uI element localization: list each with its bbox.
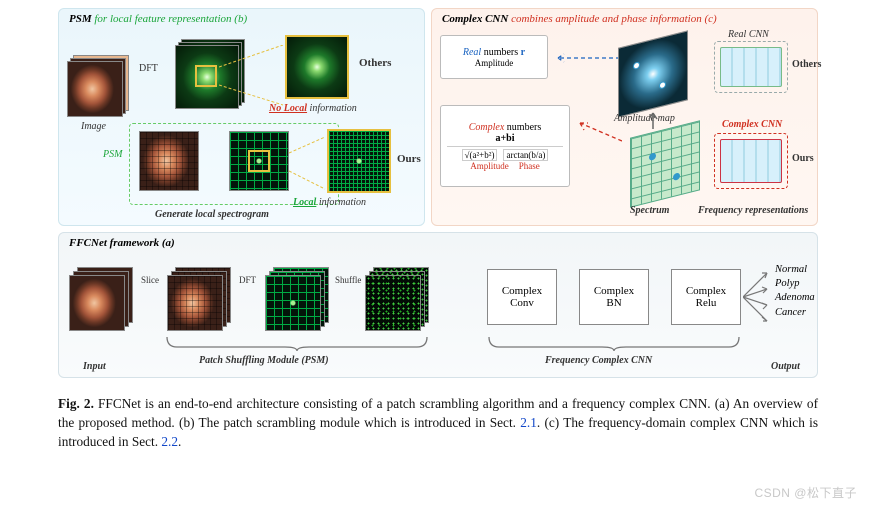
- figure-caption: Fig. 2. FFCNet is an end-to-end architec…: [58, 395, 818, 452]
- psm-nolocal-prefix: No Local: [269, 103, 307, 114]
- psm-others-label: Others: [359, 57, 391, 69]
- ccnn-real-r: r: [521, 47, 525, 58]
- ffc-output-list: Normal Polyp Adenoma Cancer: [775, 263, 815, 320]
- psm-nolocal: No Local information: [269, 103, 357, 114]
- op-relu-l1: Complex: [686, 285, 726, 297]
- ccnn-freqrepr-label: Frequency representations: [698, 205, 808, 216]
- bracket-icon: [165, 337, 429, 351]
- ffc-shuffle-label: Shuffle: [335, 275, 361, 285]
- ffc-out-0: Normal: [775, 263, 815, 277]
- psm-image-label: Image: [81, 121, 106, 132]
- psm-nolocal-suffix: information: [307, 103, 357, 114]
- ccnn-spectrum: [630, 120, 700, 207]
- psm-dft-label: DFT: [139, 63, 158, 74]
- ccnn-cplx-abi: a+bi: [441, 133, 569, 144]
- op-conv-l2: Conv: [510, 297, 534, 309]
- ccnn-cplx-formula: √(a²+b²) arctan(b/a): [447, 146, 563, 161]
- ffc-title-text: FFCNet framework (a): [69, 237, 175, 249]
- psm-psm-label: PSM: [103, 149, 122, 160]
- ffc-dft-out: [265, 267, 329, 331]
- ccnn-realcnn-block: [720, 47, 782, 87]
- ffc-op-conv: ComplexConv: [487, 269, 557, 325]
- panel-complex-cnn: Complex CNN combines amplitude and phase…: [431, 8, 818, 226]
- op-bn-l2: BN: [606, 297, 621, 309]
- ffc-psm-group: Patch Shuffling Module (PSM): [199, 355, 329, 366]
- ccnn-complexcnn-block: [720, 139, 782, 183]
- op-bn-l1: Complex: [594, 285, 634, 297]
- ffc-output-label: Output: [771, 361, 800, 372]
- caption-link2: 2.2: [161, 434, 178, 449]
- ccnn-title-suffix: combines amplitude and phase information…: [508, 13, 716, 25]
- ffc-sliced: [167, 267, 231, 331]
- ccnn-cplx-em: Complex: [469, 122, 505, 133]
- dashed-arrow-icon: [550, 51, 620, 65]
- ffc-out-2: Adenoma: [775, 291, 815, 305]
- psm-others-zoom: [285, 35, 349, 99]
- ccnn-complexcnn-label: Complex CNN: [722, 119, 782, 130]
- ccnn-cplx-tail: numbers: [504, 122, 541, 133]
- ccnn-realcnn-label: Real CNN: [728, 29, 769, 40]
- caption-fignum: Fig. 2.: [58, 396, 94, 411]
- ccnn-title-prefix: Complex CNN: [442, 13, 508, 25]
- figure-diagram: PSM for local feature representation (b)…: [58, 8, 818, 378]
- ccnn-complex-box: Complex numbers a+bi √(a²+b²) arctan(b/a…: [440, 105, 570, 187]
- caption-body3: .: [178, 434, 181, 449]
- psm-ours-zoom: [327, 129, 391, 193]
- op-conv-l1: Complex: [502, 285, 542, 297]
- op-relu-l2: Relu: [696, 297, 717, 309]
- ccnn-others-label: Others: [792, 59, 821, 70]
- ccnn-ampmap-label: Amplitude map: [614, 113, 675, 124]
- psm-sliced-image: [139, 131, 199, 191]
- watermark: CSDN @松下直子: [754, 484, 857, 501]
- ffc-input: [69, 267, 133, 331]
- psm-local-prefix: Local: [293, 197, 316, 208]
- arrow-icon: [647, 109, 659, 129]
- ccnn-cplx-ph-f: arctan(b/a): [503, 149, 548, 161]
- ffc-out-3: Cancer: [775, 306, 815, 320]
- bracket-icon: [487, 337, 741, 351]
- panel-ffcnet: FFCNet framework (a) Input Slice DFT Shu…: [58, 232, 818, 378]
- ffc-input-label: Input: [83, 361, 106, 372]
- ccnn-real-em: Real: [463, 47, 481, 58]
- ccnn-amplitude-map: [618, 30, 688, 117]
- psm-local-suffix: information: [316, 197, 366, 208]
- ccnn-cplx-amp-f: √(a²+b²): [462, 149, 498, 161]
- caption-link1: 2.1: [520, 415, 537, 430]
- panel-psm: PSM for local feature representation (b)…: [58, 8, 425, 226]
- psm-image-stack: [67, 55, 129, 117]
- ccnn-real-tail: numbers: [481, 47, 520, 58]
- ccnn-cplx-line1: Complex numbers: [441, 122, 569, 133]
- psm-title-prefix: PSM: [69, 13, 92, 25]
- ccnn-real-box: Real numbers r Amplitude: [440, 35, 548, 79]
- ffc-cnn-group: Frequency Complex CNN: [545, 355, 652, 366]
- psm-ours-label: Ours: [397, 153, 421, 165]
- ccnn-spectrum-label: Spectrum: [630, 205, 669, 216]
- psm-gen-label: Generate local spectrogram: [155, 209, 269, 220]
- ccnn-title: Complex CNN combines amplitude and phase…: [442, 13, 717, 25]
- ccnn-real-line2: Amplitude: [441, 58, 547, 68]
- ccnn-ours-label: Ours: [792, 153, 814, 164]
- ffc-op-relu: ComplexRelu: [671, 269, 741, 325]
- psm-local: Local information: [293, 197, 366, 208]
- ccnn-real-line1: Real numbers r: [441, 47, 547, 58]
- ccnn-cplx-labels: Amplitude Phase: [441, 161, 569, 171]
- ffc-out-1: Polyp: [775, 277, 815, 291]
- ffc-title: FFCNet framework (a): [69, 237, 175, 249]
- ffc-op-bn: ComplexBN: [579, 269, 649, 325]
- ffc-dft-label: DFT: [239, 275, 256, 285]
- psm-title-suffix: for local feature representation (b): [92, 13, 248, 25]
- ffc-slice-label: Slice: [141, 275, 159, 285]
- ccnn-cplx-ph: Phase: [519, 161, 540, 171]
- ccnn-cplx-amp: Amplitude: [470, 161, 509, 171]
- ffc-shuffled: [365, 267, 429, 331]
- psm-title: PSM for local feature representation (b): [69, 13, 247, 25]
